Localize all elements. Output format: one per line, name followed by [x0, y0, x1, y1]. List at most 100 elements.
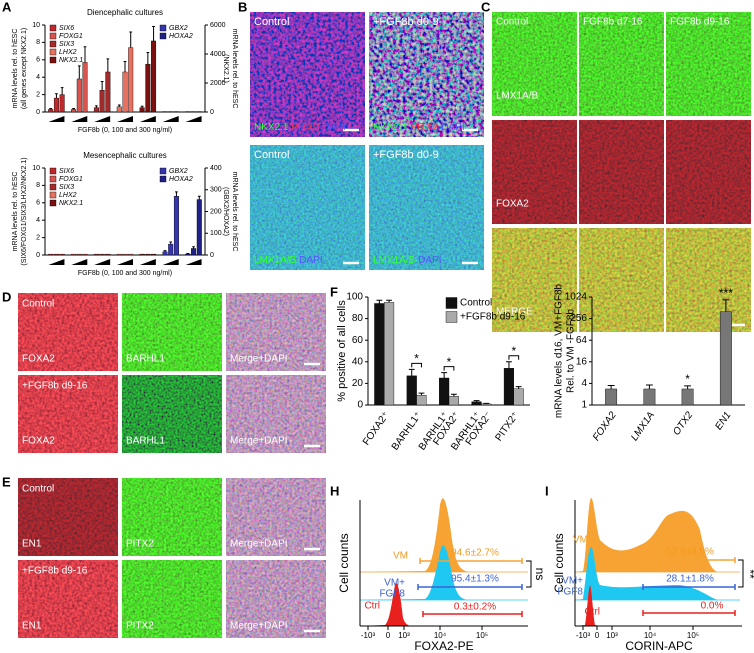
- label: Control: [254, 149, 289, 161]
- error-bar: [197, 195, 201, 200]
- y-tick-label: 8: [36, 39, 40, 46]
- bar: [76, 78, 82, 113]
- label: LMX1A/B: [496, 91, 539, 102]
- dose-wedge: [139, 116, 156, 122]
- bar: [471, 401, 482, 406]
- bar: [53, 253, 59, 256]
- error-bar: [60, 87, 64, 95]
- micrograph: [122, 560, 222, 638]
- label: Control: [254, 16, 289, 28]
- chart-title: Diencephalic cultures: [87, 8, 163, 17]
- dose-wedge: [139, 259, 156, 265]
- y-tick-label: 64: [576, 335, 588, 346]
- y-tick-label: 0: [357, 400, 363, 411]
- label: +FGF8b d0-9: [373, 149, 439, 161]
- y-tick-label: 10: [32, 22, 40, 29]
- y-tick-label: 6: [36, 57, 40, 64]
- legend-label: HOXA2: [169, 33, 193, 40]
- bar: [99, 90, 105, 113]
- legend-swatch: [49, 183, 57, 191]
- y-tick-label: 1: [581, 400, 587, 411]
- stain-name: NKX2.1: [373, 122, 408, 133]
- bar: [151, 253, 157, 256]
- label: MERGE: [496, 307, 533, 318]
- label: PITX2: [126, 621, 154, 632]
- error-bar: [152, 25, 155, 41]
- gate: [642, 584, 736, 590]
- bar: [145, 63, 151, 113]
- label: 10⁴: [434, 631, 447, 640]
- y-tick-label: 0: [210, 252, 214, 259]
- error-bar: [140, 105, 144, 108]
- bar: [191, 248, 197, 256]
- label: VM+: [384, 578, 405, 589]
- legend-swatch: [49, 167, 57, 175]
- panel-letter: D: [2, 289, 11, 304]
- dose-wedge: [94, 259, 111, 265]
- legend-label: HOXA2: [169, 176, 193, 183]
- label: 0: [386, 631, 391, 640]
- label: 10³: [398, 631, 410, 640]
- y-tick-label: 400: [210, 165, 222, 172]
- bar: [384, 302, 395, 406]
- bar: [116, 253, 122, 256]
- x-tick-label: EN1: [713, 410, 733, 432]
- bar: [82, 253, 88, 256]
- stain-name: DAPI: [299, 255, 322, 266]
- micrograph: [18, 375, 118, 453]
- y-tick-label: 6: [36, 200, 40, 207]
- panel-letter: A: [2, 0, 12, 14]
- dose-wedge: [162, 116, 179, 122]
- micrograph: [226, 560, 326, 638]
- y-tick-label: 100: [210, 230, 222, 237]
- label: Merge+DAPI: [230, 354, 288, 365]
- significance: *: [685, 372, 690, 386]
- micrograph: [666, 228, 751, 332]
- stain-name: PITX2: [410, 122, 438, 133]
- micrograph: [226, 375, 326, 453]
- legend-label: FOXG1: [59, 33, 83, 40]
- significance: *: [414, 352, 419, 366]
- label: Cell counts: [552, 533, 566, 592]
- panel-letter: I: [545, 483, 549, 498]
- bar: [196, 199, 202, 256]
- label: Control: [22, 299, 54, 310]
- legend-label: GBX2: [169, 168, 188, 175]
- micrograph: [369, 145, 484, 270]
- panel-letter: B: [238, 0, 247, 14]
- histogram-h: [359, 498, 532, 627]
- bar: [448, 396, 459, 406]
- dose-wedge: [71, 259, 88, 265]
- bar: [122, 71, 128, 113]
- legend-label: +FGF8b d9-16: [460, 312, 526, 323]
- stain-name: NKX2.1: [254, 122, 289, 133]
- micrograph: [579, 228, 664, 332]
- legend-swatch: [49, 48, 57, 56]
- bar: [416, 395, 427, 406]
- label: FGF8b d7-16: [583, 17, 643, 28]
- y-tick-label: 4: [36, 217, 40, 224]
- label: CORIN-APC: [625, 639, 693, 653]
- bar: [59, 94, 65, 113]
- stain-name: DAPI: [418, 255, 441, 266]
- legend-swatch: [49, 40, 57, 48]
- dose-wedge: [185, 116, 202, 122]
- legend-label: LHX2: [59, 192, 77, 199]
- bar: [162, 251, 168, 256]
- micrograph: [122, 293, 222, 371]
- bar: [93, 253, 99, 256]
- bar: [681, 388, 694, 406]
- error-bar: [129, 31, 133, 48]
- legend-swatch: [49, 32, 57, 40]
- y-tick-label: 10: [32, 165, 40, 172]
- label: **: [743, 569, 754, 579]
- bar: [105, 71, 111, 113]
- label: FGF8b d9-16: [670, 17, 730, 28]
- dose-wedge: [117, 259, 133, 265]
- legend-swatch: [159, 32, 167, 40]
- legend-swatch: [445, 297, 458, 309]
- label: ns: [533, 568, 547, 581]
- stain-name: LMX1A/B: [373, 255, 416, 266]
- dose-wedge: [117, 116, 133, 122]
